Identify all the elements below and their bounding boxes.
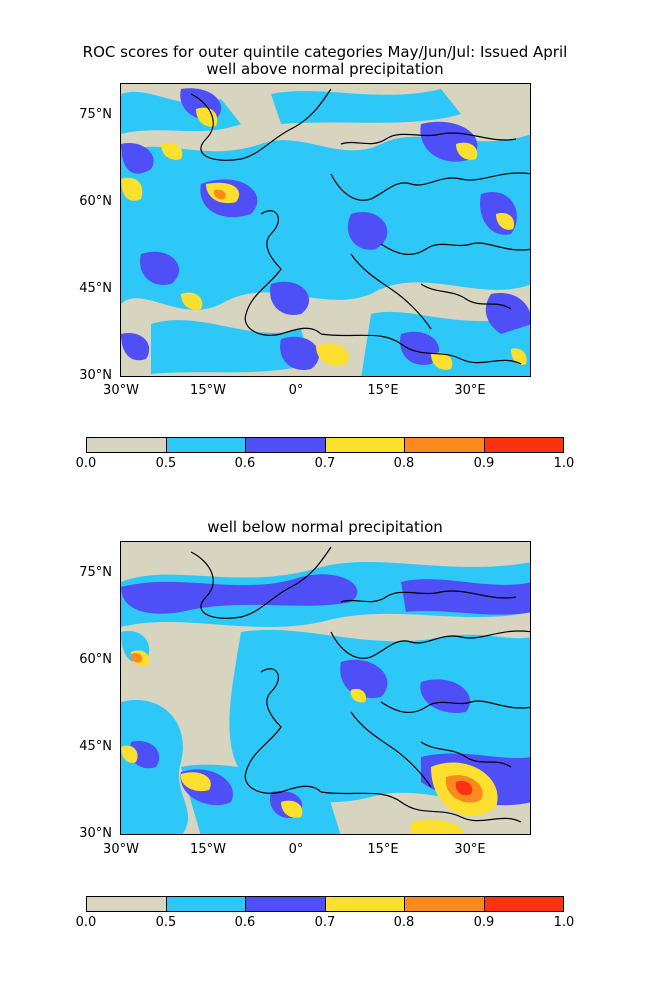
colorbar-1 xyxy=(86,437,564,453)
map-well-above-plot xyxy=(121,84,530,376)
map2-lon-15e: 15°E xyxy=(367,842,399,857)
colorbar-2-bin-2 xyxy=(245,897,325,911)
colorbar-2-bin-0 xyxy=(87,897,166,911)
figure-title: ROC scores for outer quintile categories… xyxy=(0,44,650,78)
map-well-below xyxy=(120,541,531,835)
roc-0.8-0.9-regions xyxy=(213,189,226,200)
colorbar-1-bin-4 xyxy=(404,438,484,452)
colorbar-2-tick-2: 0.6 xyxy=(234,915,256,930)
roc-0.7-0.8-regions xyxy=(121,107,527,370)
colorbar-2-bin-4 xyxy=(404,897,484,911)
map2-lon-30w: 30°W xyxy=(103,842,139,857)
figure-title-line1: ROC scores for outer quintile categories… xyxy=(82,43,568,61)
colorbar-1-bin-0 xyxy=(87,438,166,452)
colorbar-1-tick-6: 1.0 xyxy=(553,456,575,471)
map2-lat-45: 45°N xyxy=(79,739,112,754)
map2-lat-75: 75°N xyxy=(79,565,112,580)
map2-lon-15w: 15°W xyxy=(190,842,226,857)
colorbar-1-bin-3 xyxy=(324,438,404,452)
map1-lon-0: 0° xyxy=(288,383,304,398)
colorbar-1-bin-1 xyxy=(165,438,245,452)
colorbar-2-tick-0: 0.0 xyxy=(75,915,97,930)
map2-lat-60: 60°N xyxy=(79,652,112,667)
colorbar-2-tick-6: 1.0 xyxy=(553,915,575,930)
colorbar-2 xyxy=(86,896,564,912)
map1-lon-15w: 15°W xyxy=(190,383,226,398)
colorbar-1-tick-5: 0.9 xyxy=(473,456,495,471)
coastlines xyxy=(190,88,530,365)
map1-lon-30w: 30°W xyxy=(103,383,139,398)
colorbar-1-tick-3: 0.7 xyxy=(314,456,336,471)
map2-subtitle: well below normal precipitation xyxy=(207,518,443,536)
map1-lat-45: 45°N xyxy=(79,281,112,296)
colorbar-2-bin-5 xyxy=(483,897,563,911)
map-well-below-plot xyxy=(121,542,530,834)
colorbar-1-tick-1: 0.5 xyxy=(155,456,177,471)
colorbar-2-tick-4: 0.8 xyxy=(393,915,415,930)
map1-lat-60: 60°N xyxy=(79,194,112,209)
colorbar-2-tick-5: 0.9 xyxy=(473,915,495,930)
colorbar-1-bin-2 xyxy=(245,438,325,452)
colorbar-1-tick-2: 0.6 xyxy=(234,456,256,471)
colorbar-2-bin-1 xyxy=(165,897,245,911)
map1-lat-75: 75°N xyxy=(79,107,112,122)
map1-lat-30: 30°N xyxy=(79,368,112,383)
map2-lon-0: 0° xyxy=(288,842,304,857)
map1-lon-30e: 30°E xyxy=(454,383,486,398)
colorbar-1-bin-5 xyxy=(483,438,563,452)
colorbar-1-tick-0: 0.0 xyxy=(75,456,97,471)
map1-lon-15e: 15°E xyxy=(367,383,399,398)
colorbar-2-tick-3: 0.7 xyxy=(314,915,336,930)
map-well-above xyxy=(120,83,531,377)
roc-0.9-1.0-regions-2 xyxy=(455,780,473,796)
map2-lat-30: 30°N xyxy=(79,826,112,841)
map2-lon-30e: 30°E xyxy=(454,842,486,857)
colorbar-2-bin-3 xyxy=(324,897,404,911)
colorbar-1-tick-4: 0.8 xyxy=(393,456,415,471)
colorbar-2-tick-1: 0.5 xyxy=(155,915,177,930)
map1-subtitle: well above normal precipitation xyxy=(206,60,444,78)
coastlines-2 xyxy=(190,546,530,823)
